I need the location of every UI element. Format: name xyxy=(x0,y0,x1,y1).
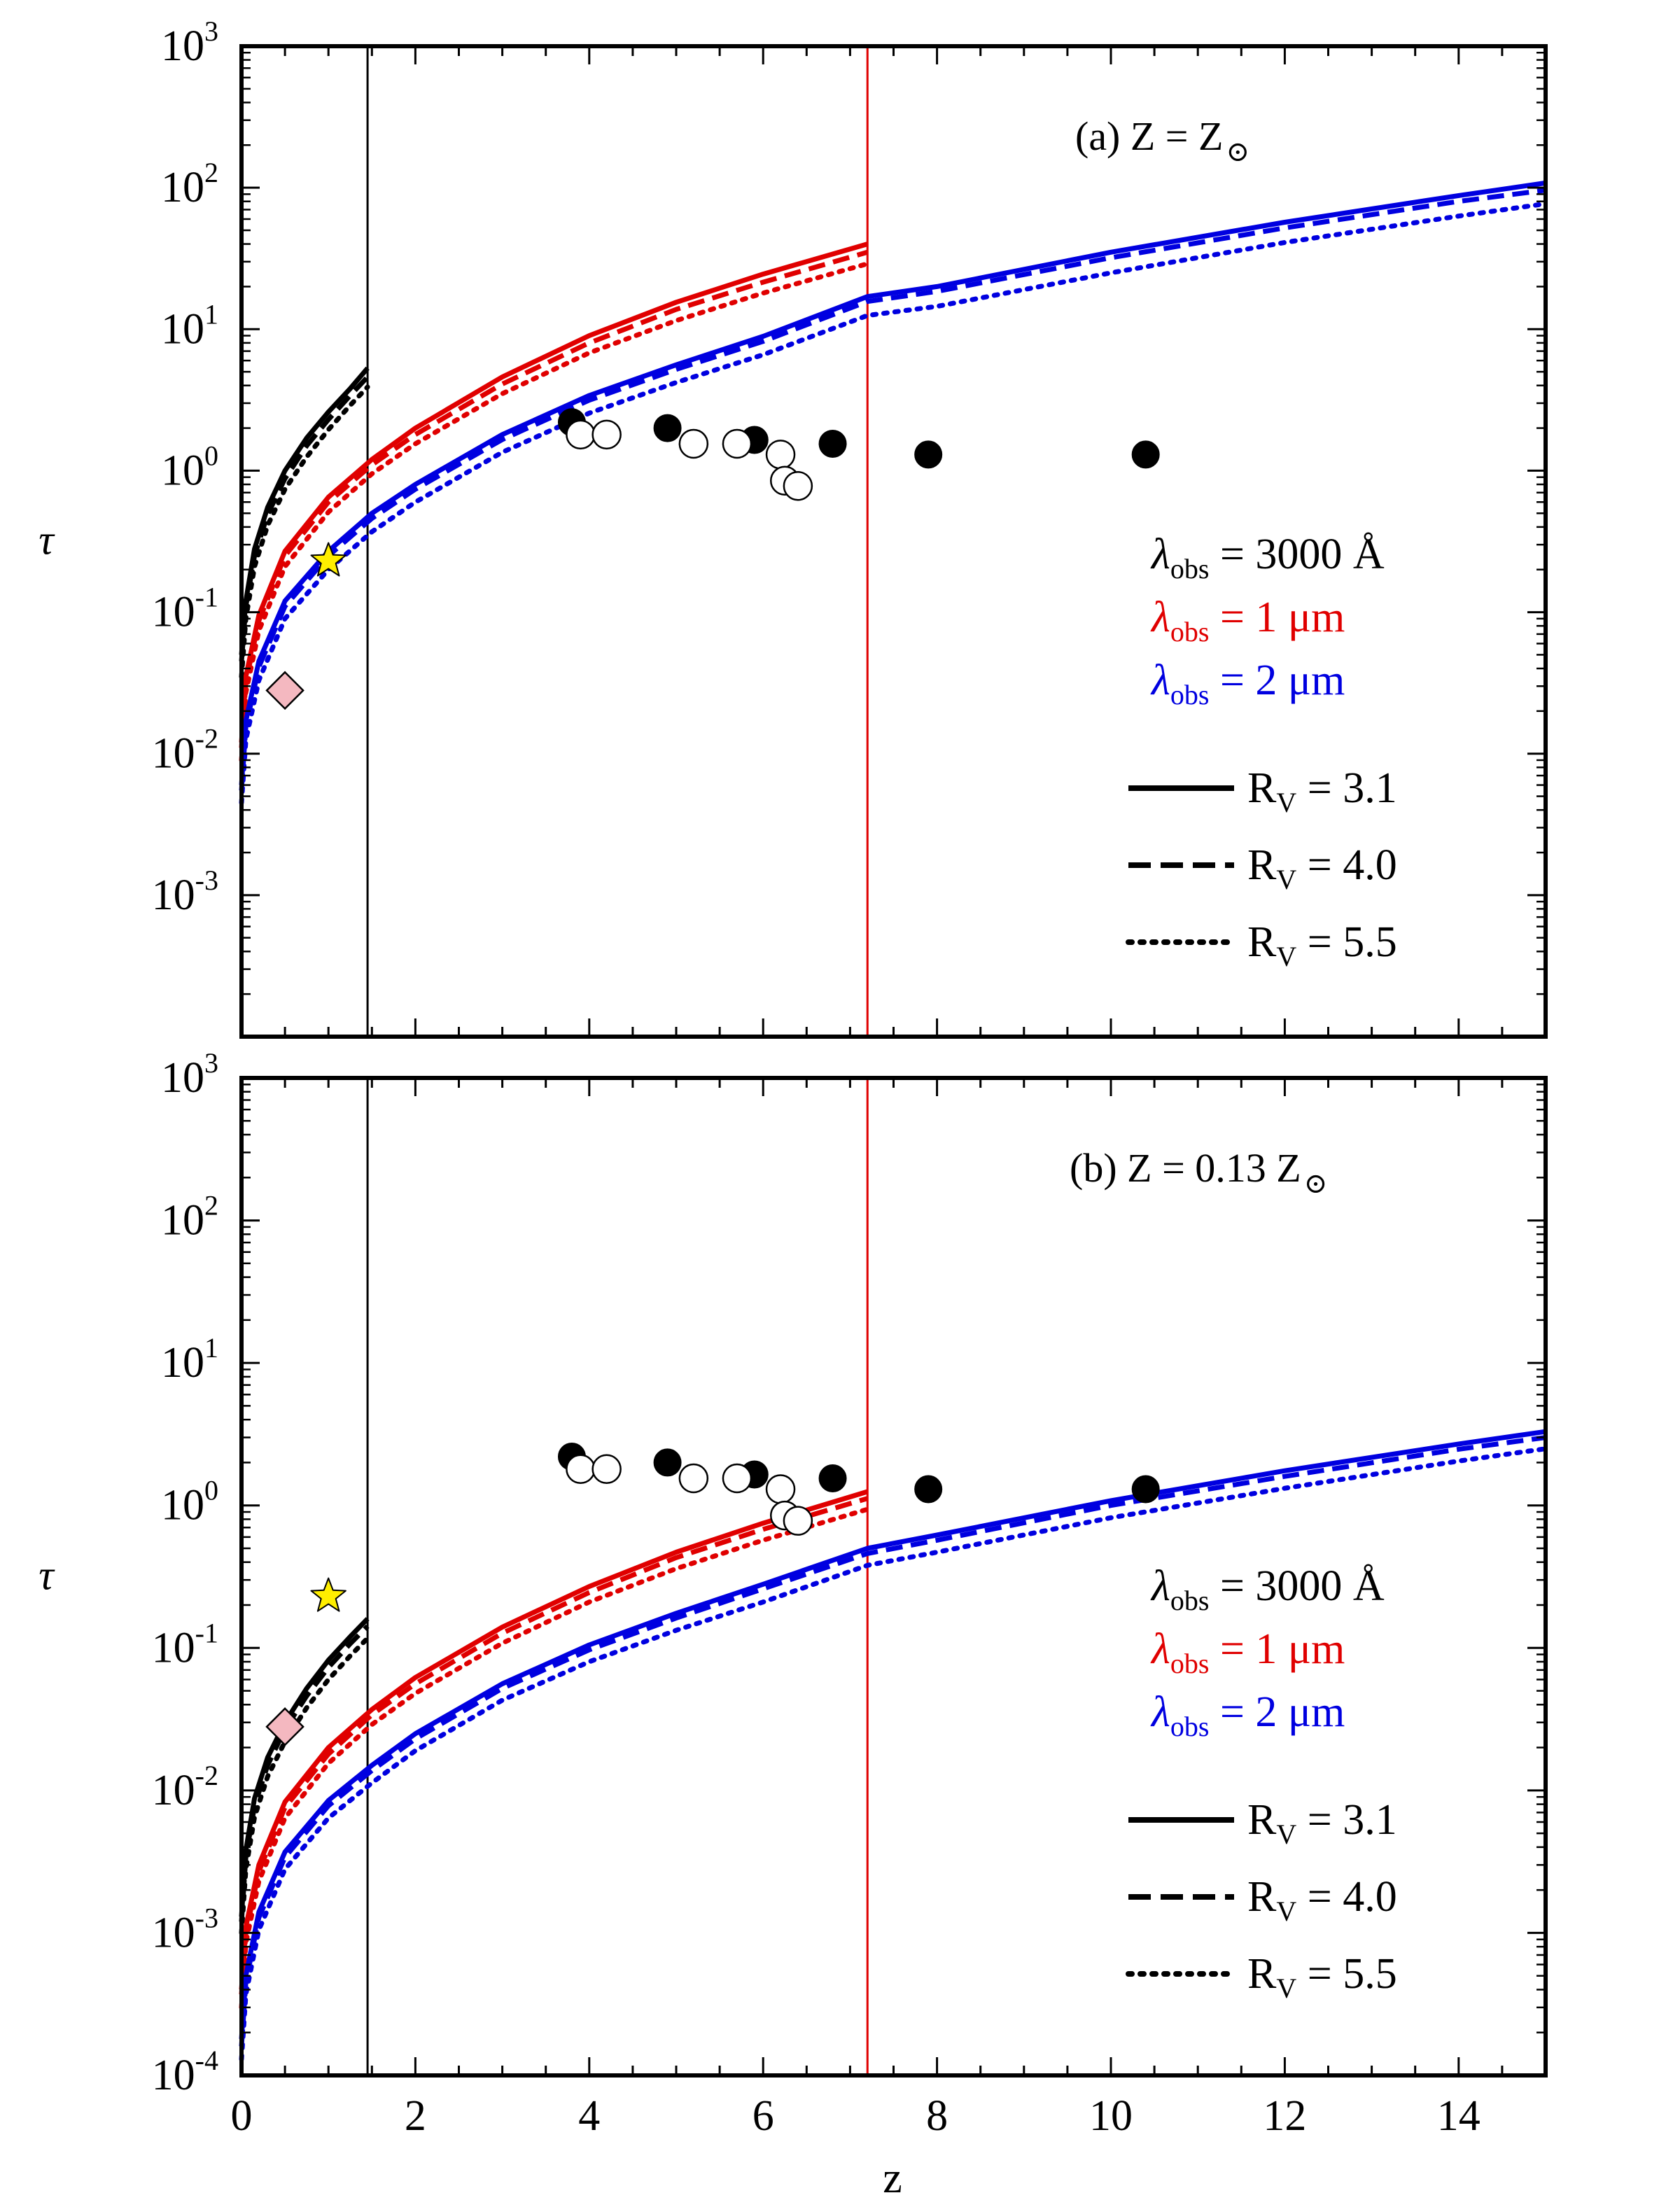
panel-b-legend-wavelength: λobs = 2 μm xyxy=(1150,1688,1345,1742)
panel-b-y-tick-label: 101 xyxy=(161,1332,218,1387)
panel-b-filled-circle-point xyxy=(653,1448,682,1477)
panel-b-star-point xyxy=(310,1577,346,1612)
panel-a-plot-area xyxy=(241,46,1546,1037)
panel-a-legend-rv: RV = 4.0 xyxy=(1247,841,1397,895)
panel-b-series-line xyxy=(239,1489,869,1990)
panel-a-open-circle-point xyxy=(592,419,622,450)
panel-b-open-circle-point xyxy=(765,1474,796,1504)
x-tick-label: 4 xyxy=(578,2092,600,2140)
x-tick-label: 14 xyxy=(1437,2092,1480,2140)
panel-b-y-tick-label: 10-4 xyxy=(152,2045,218,2099)
panel-b-legend-wavelength: λobs = 1 μm xyxy=(1150,1625,1345,1679)
panel-b-y-tick-label: 10-2 xyxy=(152,1760,218,1814)
panel-a-open-circle-point xyxy=(783,470,813,501)
x-tick-label: 0 xyxy=(231,2092,253,2140)
panel-a-star-point xyxy=(310,542,346,577)
panel-b-series-line xyxy=(239,1506,870,2010)
panel-a-legend-rv: RV = 5.5 xyxy=(1247,918,1397,972)
x-tick-label: 10 xyxy=(1089,2092,1133,2140)
x-axis-label: z xyxy=(883,2155,902,2200)
panel-a-filled-circle-point xyxy=(818,429,847,458)
panel-a-legend-rv: RV = 3.1 xyxy=(1247,764,1397,818)
x-tick-label: 6 xyxy=(752,2092,774,2140)
panel-b-y-tick-label: 102 xyxy=(161,1190,218,1245)
panel-b-y-tick-label: 10-3 xyxy=(152,1902,218,1956)
panel-a-filled-circle-point xyxy=(1131,440,1160,469)
panel-b-plot-area xyxy=(241,1078,1546,2075)
panel-a-open-circle-point xyxy=(765,440,796,470)
panel-b-y-axis-label: τ xyxy=(38,1553,55,1599)
panel-b-open-circle-point xyxy=(678,1463,709,1494)
panel-b-open-circle-point xyxy=(566,1454,596,1484)
panel-a-series-line xyxy=(239,261,870,763)
panel-b-y-tick-label: 10-1 xyxy=(152,1617,218,1672)
figure-series-layer xyxy=(239,180,1548,2062)
x-tick-label: 8 xyxy=(926,2092,948,2140)
panel-a-filled-circle-point xyxy=(914,440,943,469)
x-tick-label: 2 xyxy=(405,2092,426,2140)
panel-a-y-tick-label: 100 xyxy=(161,440,218,494)
panel-a-series-line xyxy=(239,375,370,661)
panel-a-legend-wavelength: λobs = 2 μm xyxy=(1150,657,1345,710)
panel-a-legend-wavelength: λobs = 1 μm xyxy=(1150,594,1345,647)
figure-points-layer xyxy=(265,408,1160,1746)
panel-b-series-line xyxy=(239,1446,1548,2062)
panel-b-open-circle-point xyxy=(783,1506,813,1536)
panel-b-label: (b) Z = 0.13 Z ⊙ xyxy=(1070,1145,1327,1199)
panel-a-y-tick-label: 10-3 xyxy=(152,864,218,919)
panel-b-filled-circle-point xyxy=(1131,1475,1160,1504)
panel-a-y-tick-label: 103 xyxy=(161,15,218,70)
panel-a-y-tick-label: 101 xyxy=(161,298,218,353)
panel-a-series-line xyxy=(239,180,1546,785)
x-tick-label: 12 xyxy=(1263,2092,1306,2140)
panel-a-series-line xyxy=(239,241,869,743)
panel-b-filled-circle-point xyxy=(818,1464,847,1492)
figure-back-layer xyxy=(241,46,1546,2075)
panel-a-open-circle-point xyxy=(678,428,709,459)
panel-a-y-tick-label: 102 xyxy=(161,157,218,211)
figure-front-layer xyxy=(239,44,1548,2078)
panel-a-y-axis-label: τ xyxy=(38,517,55,563)
panel-b-open-circle-point xyxy=(592,1454,622,1484)
panel-a-open-circle-point xyxy=(566,419,596,450)
panel-b-open-circle-point xyxy=(722,1463,752,1494)
panel-a-label: (a) Z = Z ⊙ xyxy=(1075,113,1250,167)
panel-b-legend-rv: RV = 4.0 xyxy=(1247,1873,1397,1927)
panel-b-filled-circle-point xyxy=(914,1475,943,1504)
panel-b-y-tick-label: 103 xyxy=(161,1047,218,1102)
panel-a-filled-circle-point xyxy=(653,414,682,442)
panel-b-axes-frame xyxy=(239,1076,1548,2078)
panel-a-series-line xyxy=(239,384,370,680)
panel-a-axes-frame xyxy=(239,44,1548,1039)
panel-a-series-line xyxy=(239,249,869,748)
panel-b-series-line xyxy=(239,1635,370,1935)
panel-b-series-line xyxy=(239,1435,1546,2047)
panel-b-y-tick-label: 100 xyxy=(161,1475,218,1529)
panel-b-diamond-point xyxy=(265,1707,304,1746)
panel-a-series-line xyxy=(239,201,1548,806)
panel-a-open-circle-point xyxy=(722,428,752,459)
panel-b-legend-wavelength: λobs = 3000 Å xyxy=(1150,1562,1385,1616)
panel-a-y-tick-label: 10-1 xyxy=(152,582,218,636)
panel-a-y-tick-label: 10-2 xyxy=(152,723,218,778)
panel-a-series-line xyxy=(239,188,1546,791)
panel-a-legend-wavelength: λobs = 3000 Å xyxy=(1150,531,1385,584)
panel-b-legend-rv: RV = 5.5 xyxy=(1247,1950,1397,2004)
panel-b-legend-rv: RV = 3.1 xyxy=(1247,1796,1397,1850)
panel-a-diamond-point xyxy=(265,671,304,710)
